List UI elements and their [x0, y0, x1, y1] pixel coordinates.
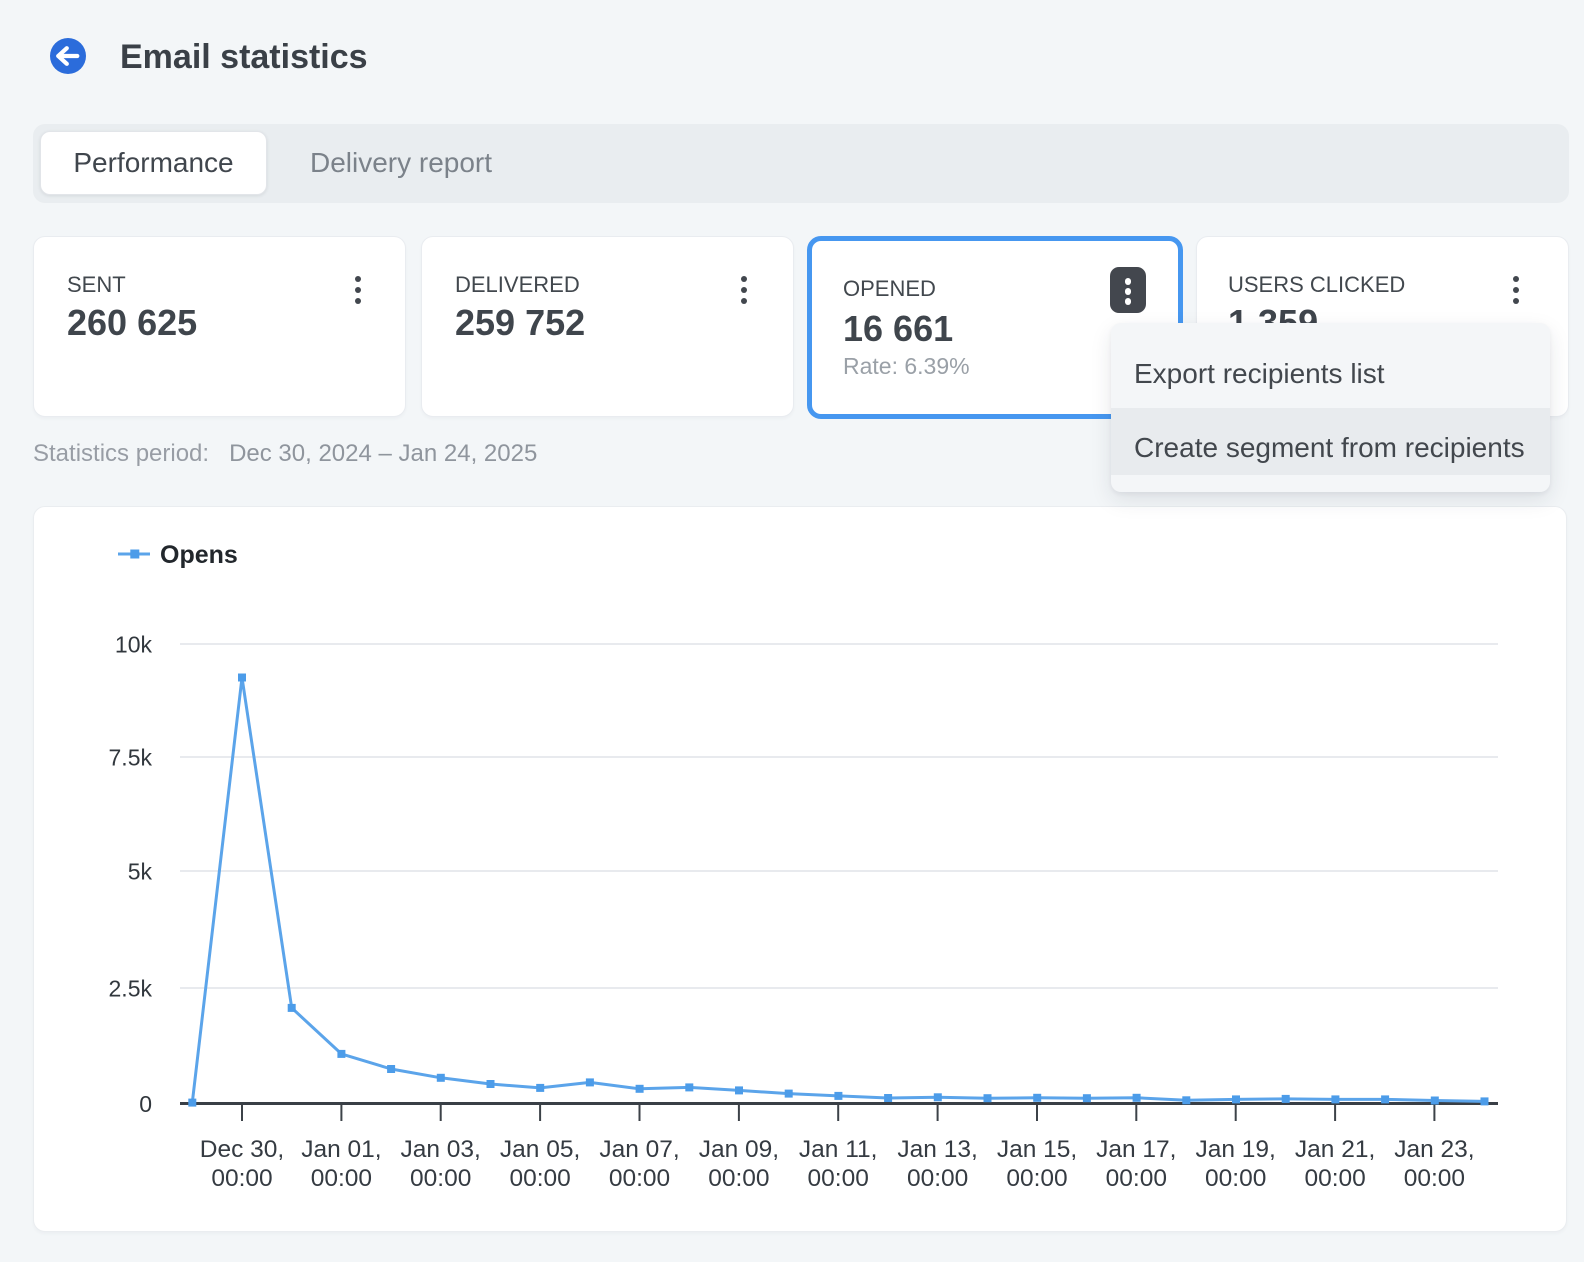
svg-text:00:00: 00:00: [1404, 1165, 1465, 1192]
svg-text:Opens: Opens: [160, 541, 238, 569]
svg-text:00:00: 00:00: [808, 1165, 869, 1192]
svg-text:00:00: 00:00: [410, 1165, 471, 1192]
svg-text:Jan 03,: Jan 03,: [401, 1136, 481, 1163]
svg-text:Jan 13,: Jan 13,: [897, 1136, 977, 1163]
svg-text:5k: 5k: [128, 859, 153, 885]
svg-text:00:00: 00:00: [509, 1165, 570, 1192]
svg-text:00:00: 00:00: [609, 1165, 670, 1192]
svg-text:00:00: 00:00: [311, 1165, 372, 1192]
svg-text:Jan 15,: Jan 15,: [997, 1136, 1077, 1163]
svg-text:Dec 30,: Dec 30,: [200, 1136, 284, 1163]
svg-text:00:00: 00:00: [1205, 1165, 1266, 1192]
svg-text:0: 0: [139, 1091, 152, 1117]
svg-text:00:00: 00:00: [708, 1165, 769, 1192]
svg-text:Jan 19,: Jan 19,: [1196, 1136, 1276, 1163]
svg-text:2.5k: 2.5k: [109, 976, 153, 1002]
svg-text:Jan 17,: Jan 17,: [1096, 1136, 1176, 1163]
svg-text:Jan 21,: Jan 21,: [1295, 1136, 1375, 1163]
svg-text:Jan 07,: Jan 07,: [599, 1136, 679, 1163]
svg-text:Jan 09,: Jan 09,: [699, 1136, 779, 1163]
svg-text:Jan 05,: Jan 05,: [500, 1136, 580, 1163]
svg-text:Jan 11,: Jan 11,: [799, 1136, 878, 1163]
svg-text:00:00: 00:00: [1006, 1165, 1067, 1192]
svg-text:00:00: 00:00: [1304, 1165, 1365, 1192]
svg-text:00:00: 00:00: [1106, 1165, 1167, 1192]
svg-text:10k: 10k: [115, 632, 153, 658]
svg-text:00:00: 00:00: [907, 1165, 968, 1192]
svg-text:00:00: 00:00: [211, 1165, 272, 1192]
svg-text:7.5k: 7.5k: [109, 745, 153, 771]
svg-text:Jan 23,: Jan 23,: [1394, 1136, 1474, 1163]
svg-text:Jan 01,: Jan 01,: [301, 1136, 381, 1163]
